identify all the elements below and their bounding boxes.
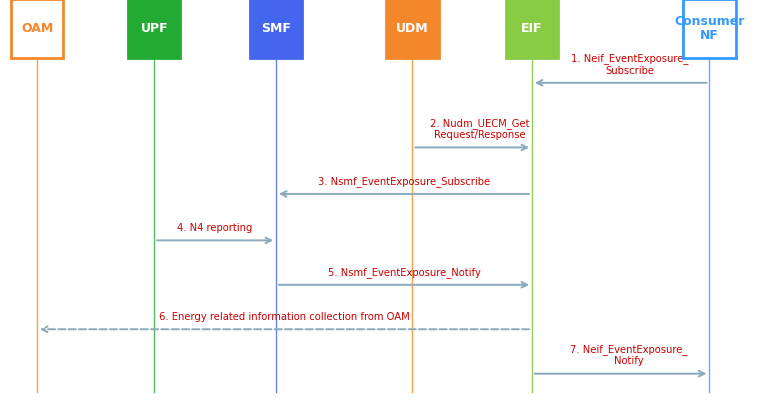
Bar — [128, 0, 180, 57]
Text: 7. Neif_EventExposure_
Notify: 7. Neif_EventExposure_ Notify — [570, 344, 687, 366]
Text: 6. Energy related information collection from OAM: 6. Energy related information collection… — [159, 312, 410, 322]
Text: UDM: UDM — [396, 22, 429, 35]
Bar — [506, 0, 558, 57]
Text: UPF: UPF — [140, 22, 168, 35]
Text: SMF: SMF — [261, 22, 291, 35]
Bar — [386, 0, 439, 57]
Bar — [683, 0, 736, 57]
Text: 5. Nsmf_EventExposure_Notify: 5. Nsmf_EventExposure_Notify — [328, 267, 480, 278]
Text: EIF: EIF — [521, 22, 543, 35]
Text: 4. N4 reporting: 4. N4 reporting — [177, 223, 253, 233]
Text: Consumer
NF: Consumer NF — [674, 15, 745, 42]
Text: 1. Neif_EventExposure_
Subscribe: 1. Neif_EventExposure_ Subscribe — [571, 53, 689, 76]
Text: 3. Nsmf_EventExposure_Subscribe: 3. Nsmf_EventExposure_Subscribe — [318, 176, 490, 187]
Text: 2. Nudm_UECM_Get
Request/Response: 2. Nudm_UECM_Get Request/Response — [430, 118, 530, 140]
Text: OAM: OAM — [21, 22, 53, 35]
Bar — [250, 0, 302, 57]
Bar — [11, 0, 63, 57]
